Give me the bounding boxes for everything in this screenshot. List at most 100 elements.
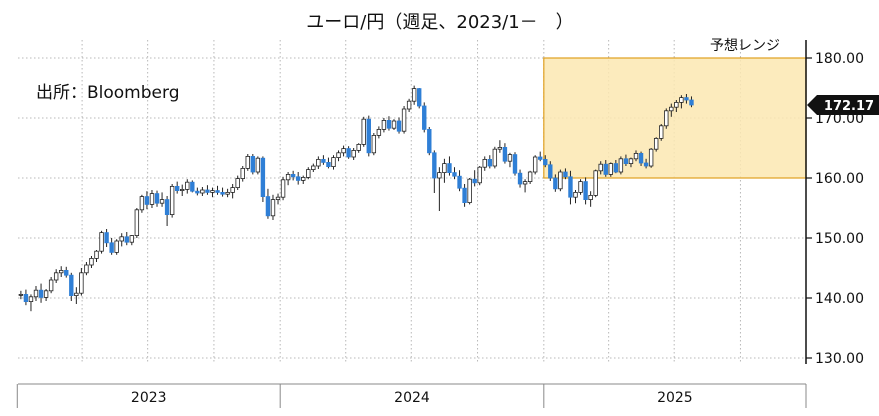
- candle-up: [245, 155, 250, 169]
- candle-up: [59, 269, 64, 274]
- candle-up: [356, 143, 361, 151]
- candle-up: [628, 158, 634, 165]
- y-tick-label: 140.00: [815, 291, 864, 307]
- candle-up: [467, 178, 472, 203]
- candle-up: [679, 97, 684, 103]
- candle-up: [659, 125, 664, 139]
- x-year-label: 2023: [131, 390, 167, 406]
- candle-down: [220, 191, 225, 195]
- candle-up: [285, 173, 291, 181]
- forecast-range-label: 予想レンジ: [710, 38, 780, 54]
- candle-down: [144, 196, 150, 205]
- candle-up: [311, 165, 316, 170]
- source-label: 出所：Bloomberg: [36, 83, 179, 103]
- candle-down: [487, 158, 492, 167]
- candle-down: [104, 232, 109, 244]
- candle-up: [301, 176, 306, 181]
- candle-down: [164, 199, 170, 216]
- candle-up: [442, 163, 447, 174]
- candle-up: [79, 272, 84, 294]
- candle-up: [507, 154, 513, 162]
- candle-up: [53, 272, 59, 281]
- candle-down: [583, 181, 588, 201]
- candle-down: [462, 187, 467, 203]
- candle-up: [401, 108, 407, 132]
- chart-title: ユーロ/円（週足、2023/1－ ）: [306, 12, 573, 33]
- candle-down: [195, 190, 200, 194]
- candle-down: [417, 88, 422, 107]
- candle-up: [492, 148, 498, 167]
- candle-down: [452, 172, 457, 177]
- candle-up: [149, 193, 155, 205]
- x-axis-year-labels: 2023 2024 2025: [16, 384, 807, 408]
- candle-up: [275, 196, 281, 200]
- candle-down: [174, 185, 180, 191]
- candle-down: [295, 176, 301, 181]
- candle-up: [527, 171, 533, 182]
- candle-down: [684, 97, 689, 101]
- candle-down: [517, 172, 523, 185]
- candle-down: [638, 152, 644, 164]
- candle-down: [563, 171, 568, 178]
- candle-up: [648, 148, 654, 167]
- candle-up: [674, 102, 679, 108]
- candle-up: [482, 158, 487, 168]
- candle-up: [316, 158, 321, 167]
- candle-up: [653, 137, 659, 150]
- candle-up: [593, 170, 598, 196]
- candle-down: [512, 154, 518, 174]
- candle-up: [497, 146, 503, 150]
- candle-up: [578, 181, 583, 193]
- y-tick-label: 150.00: [815, 231, 864, 247]
- candle-up: [89, 257, 94, 266]
- candle-down: [548, 164, 553, 179]
- y-axis-ticks: 130.00 140.00 150.00 160.00 170.00 180.00: [806, 51, 864, 367]
- candle-down: [422, 105, 427, 130]
- candle-down: [154, 193, 160, 204]
- candle-down: [689, 99, 694, 106]
- candle-down: [427, 128, 432, 154]
- candle-up: [280, 179, 286, 198]
- candle-down: [386, 120, 392, 129]
- candle-up: [608, 163, 614, 175]
- candle-down: [326, 161, 331, 167]
- candle-down: [23, 293, 29, 302]
- candle-up: [336, 152, 341, 159]
- candle-down: [613, 163, 619, 173]
- candle-up: [477, 166, 482, 184]
- candle-up: [361, 118, 366, 145]
- candle-up: [43, 290, 49, 298]
- forecast-range-box: [543, 57, 807, 179]
- candle-up: [351, 149, 356, 158]
- candle-up: [28, 296, 34, 302]
- candle-up: [84, 264, 89, 274]
- y-tick-label: 180.00: [815, 51, 864, 67]
- candle-up: [185, 181, 190, 190]
- candle-down: [38, 289, 44, 298]
- candle-down: [260, 157, 266, 197]
- candle-up: [391, 120, 397, 129]
- candle-up: [200, 189, 205, 194]
- candle-up: [255, 157, 261, 173]
- candle-up: [114, 240, 119, 253]
- candles: [18, 85, 694, 312]
- candle-down: [538, 156, 543, 160]
- candle-down: [553, 177, 558, 190]
- candle-up: [331, 157, 336, 168]
- candle-up: [48, 279, 54, 292]
- candle-up: [633, 152, 639, 160]
- candle-down: [643, 162, 649, 167]
- candle-down: [215, 190, 220, 193]
- candle-down: [190, 181, 195, 192]
- candle-up: [341, 148, 346, 154]
- candle-down: [250, 155, 256, 173]
- candle-up: [18, 293, 24, 296]
- y-tick-label: 130.00: [815, 351, 864, 367]
- candle-up: [240, 167, 245, 179]
- candle-down: [321, 158, 326, 163]
- candle-up: [406, 100, 412, 110]
- candle-down: [124, 236, 129, 243]
- candle-up: [437, 172, 442, 179]
- candle-down: [543, 158, 548, 166]
